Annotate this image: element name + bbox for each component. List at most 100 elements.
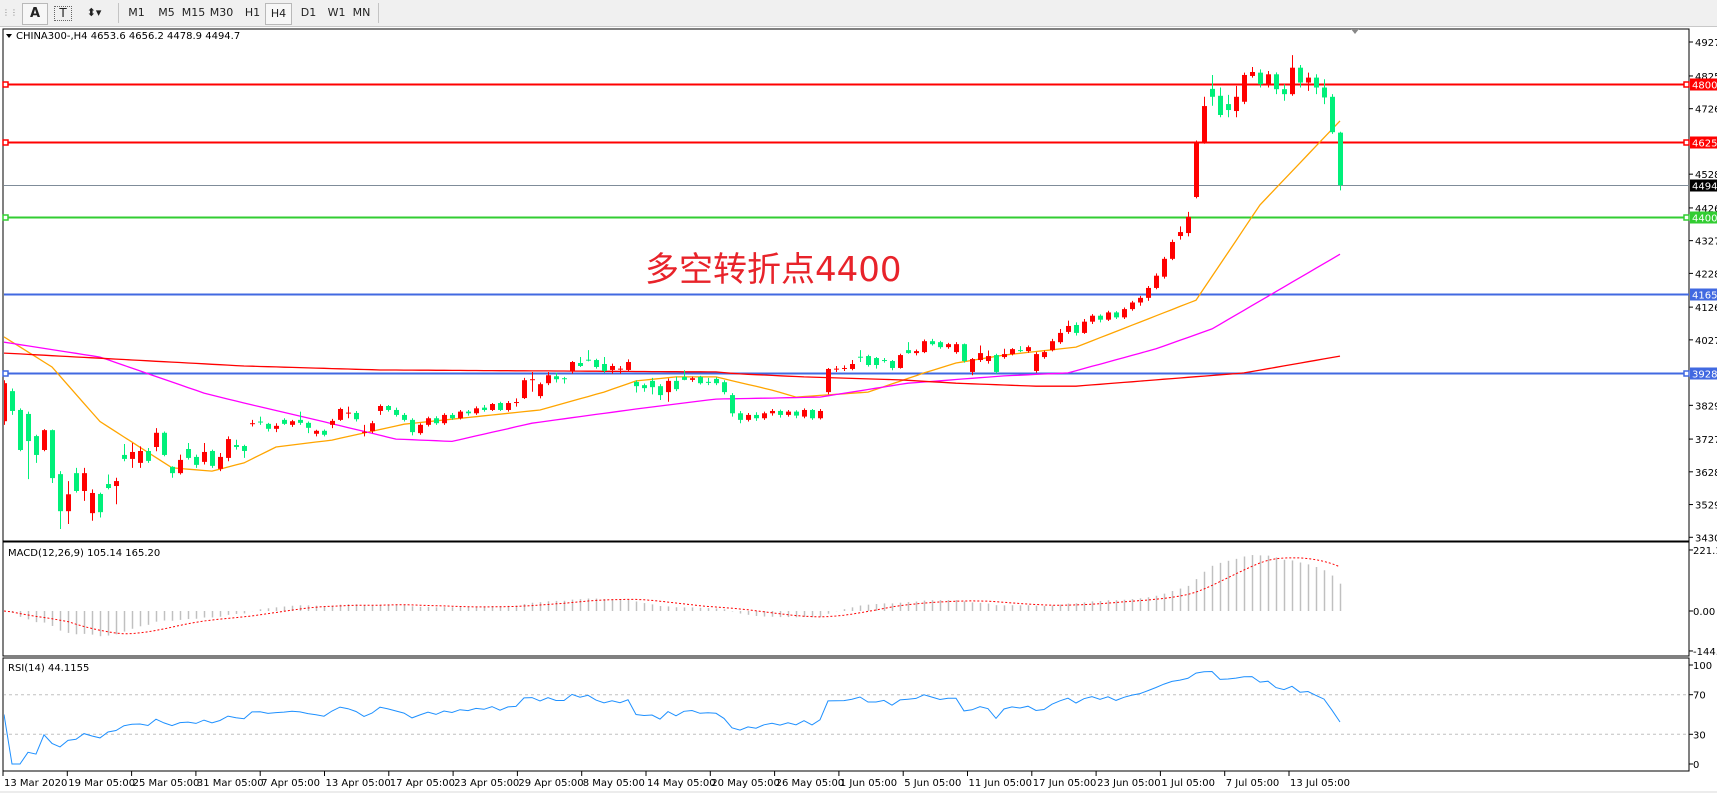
level-handle[interactable] xyxy=(1683,370,1690,377)
date-axis-label: 31 Mar 05:00 xyxy=(197,778,264,789)
timeframe-d1[interactable]: D1 xyxy=(300,6,317,19)
timeframe-h4[interactable]: H4 xyxy=(265,3,292,25)
candle xyxy=(746,412,751,422)
candle xyxy=(418,423,423,435)
arrows-tool-icon[interactable]: ⬍▾ xyxy=(86,6,102,19)
font-button[interactable]: A xyxy=(22,3,48,25)
price-axis-label: 3727. xyxy=(1695,435,1717,446)
candle xyxy=(50,429,55,484)
candle-body xyxy=(610,365,615,370)
level-markers[interactable] xyxy=(2,81,1690,377)
timeframe-h1[interactable]: H1 xyxy=(244,6,261,19)
candle xyxy=(594,358,599,369)
candle xyxy=(1330,94,1335,134)
candle xyxy=(210,449,215,468)
candle-body xyxy=(514,402,519,404)
candle xyxy=(1042,350,1047,359)
candle-body xyxy=(1274,74,1279,90)
ma_slow-line xyxy=(4,352,1341,387)
rsi-axis-label: 70 xyxy=(1693,691,1706,702)
candle-body xyxy=(1242,74,1247,102)
candle xyxy=(482,405,487,412)
candle-body xyxy=(130,451,135,459)
level-handle[interactable] xyxy=(1683,139,1690,146)
candle xyxy=(1306,72,1311,91)
candle xyxy=(314,429,319,437)
candle xyxy=(1162,256,1167,279)
candle xyxy=(586,350,591,362)
candle-body xyxy=(738,413,743,420)
chart-shift-marker-icon[interactable] xyxy=(1351,29,1359,34)
candle-body xyxy=(482,407,487,410)
candle xyxy=(786,409,791,417)
candle xyxy=(66,481,71,525)
candle xyxy=(330,418,335,429)
candle-body xyxy=(178,459,183,474)
level-handle[interactable] xyxy=(2,214,9,221)
candle-body xyxy=(834,368,839,370)
candle-body xyxy=(1146,287,1151,298)
candle xyxy=(154,428,159,452)
candle xyxy=(706,377,711,386)
level-handle[interactable] xyxy=(1683,81,1690,88)
candle-body xyxy=(802,409,807,417)
timeframe-mn[interactable]: MN xyxy=(352,6,371,19)
candle-body xyxy=(914,351,919,354)
level-handle[interactable] xyxy=(2,370,9,377)
rsi-axis-label: 100 xyxy=(1693,661,1712,672)
candle xyxy=(234,439,239,450)
candle xyxy=(202,443,207,465)
text-label-icon[interactable]: T xyxy=(54,6,72,21)
level-handle[interactable] xyxy=(1683,214,1690,221)
toolbar-grip-icon: ⋮⋮ xyxy=(2,8,18,17)
rsi-header: RSI(14) 44.1155 xyxy=(8,663,89,674)
candle-body xyxy=(602,364,607,371)
date-axis-label: 17 Apr 05:00 xyxy=(390,778,455,789)
candle-body xyxy=(1074,324,1079,333)
level-label-bg xyxy=(1690,78,1717,91)
candle-body xyxy=(842,367,847,369)
candle xyxy=(1290,55,1295,96)
level-label-bg xyxy=(1690,179,1717,192)
level-labels: 4800. 4625. 4494. 4400. 4165. 3928. xyxy=(1690,78,1717,381)
candle-body xyxy=(850,364,855,369)
level-label-bg xyxy=(1690,211,1717,224)
level-handle[interactable] xyxy=(2,139,9,146)
annotation-text[interactable]: 多空转折点4400 xyxy=(645,250,902,290)
candle xyxy=(346,406,351,419)
timeframe-m1[interactable]: M1 xyxy=(128,6,145,19)
candle-body xyxy=(4,383,7,422)
date-axis-label: 17 Jun 05:00 xyxy=(1033,778,1097,789)
level-handle[interactable] xyxy=(2,81,9,88)
candle xyxy=(762,411,767,420)
level-price-label: 4494. xyxy=(1692,182,1717,193)
candle xyxy=(258,416,263,425)
candle xyxy=(122,444,127,462)
candle xyxy=(1018,346,1023,353)
candle xyxy=(386,405,391,412)
candle-body xyxy=(426,418,431,425)
candle xyxy=(450,412,455,420)
candle xyxy=(946,342,951,349)
candle-body xyxy=(1330,96,1335,133)
candlesticks xyxy=(4,55,1343,530)
candle-body xyxy=(138,450,143,463)
candle-body xyxy=(258,421,263,423)
timeframe-m15[interactable]: M15 xyxy=(181,6,206,19)
candle xyxy=(1298,65,1303,88)
candle xyxy=(1282,84,1287,101)
dropdown-triangle-icon[interactable] xyxy=(6,34,12,38)
timeframe-m30[interactable]: M30 xyxy=(209,6,234,19)
candle xyxy=(658,384,663,401)
level-price-label: 4800. xyxy=(1692,81,1717,92)
timeframe-w1[interactable]: W1 xyxy=(327,6,346,19)
candle-body xyxy=(618,368,623,370)
candle-body xyxy=(210,450,215,466)
timeframe-m5[interactable]: M5 xyxy=(158,6,175,19)
candle-body xyxy=(978,353,983,361)
candle-body xyxy=(498,403,503,410)
ma_fast-line xyxy=(4,120,1341,472)
date-axis-label: 1 Jun 05:00 xyxy=(840,778,897,789)
rsi-axis-label: 0 xyxy=(1693,760,1699,771)
